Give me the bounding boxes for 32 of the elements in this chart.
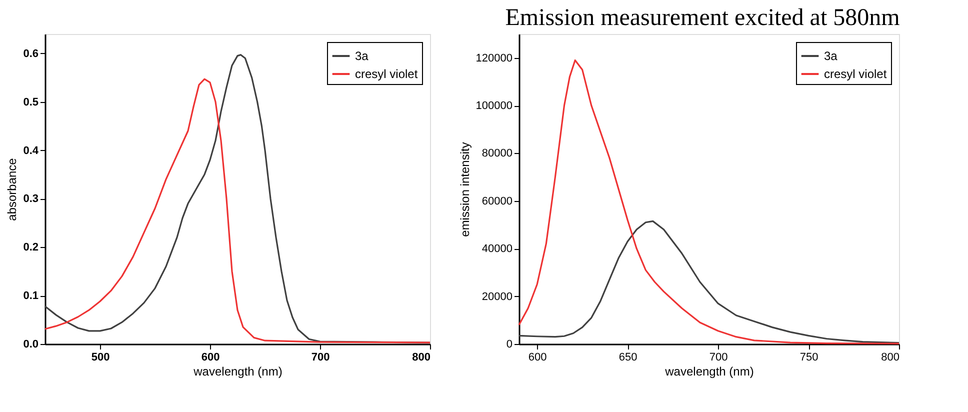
y-tick-label: 0.4	[23, 144, 40, 157]
legend-label: cresyl violet	[824, 67, 888, 81]
y-tick-label: 0.2	[23, 242, 38, 254]
y-axis-title: emission intensity	[458, 142, 472, 237]
y-tick-label: 0.3	[23, 193, 38, 206]
y-tick-label: 0.0	[23, 338, 38, 350]
y-tick-label: 0.1	[23, 290, 38, 302]
x-tick-label: 650	[618, 352, 638, 364]
y-tick-label: 0.5	[23, 96, 38, 108]
x-tick-label: 750	[800, 352, 818, 364]
x-tick-label: 700	[311, 352, 330, 364]
legend-label: 3a	[824, 49, 838, 63]
legend-label: cresyl violet	[355, 67, 418, 81]
y-tick-label: 20000	[482, 290, 512, 303]
x-axis-title: wavelength (nm)	[664, 364, 754, 378]
y-tick-label: 0.6	[23, 48, 38, 60]
x-tick-label: 500	[91, 352, 110, 364]
legend-label: 3a	[355, 49, 369, 63]
x-tick-label: 800	[412, 352, 430, 364]
x-tick-label: 700	[709, 352, 728, 364]
x-tick-label: 800	[881, 352, 900, 364]
y-tick-label: 60000	[482, 195, 512, 208]
chart-title: Emission measurement excited at 580nm	[505, 5, 900, 31]
x-axis-title: wavelength (nm)	[192, 364, 282, 378]
y-tick-label: 0	[506, 338, 512, 350]
y-tick-label: 40000	[482, 243, 512, 256]
y-tick-label: 100000	[476, 100, 512, 112]
y-tick-label: 80000	[482, 148, 512, 160]
x-tick-label: 600	[201, 352, 220, 364]
y-axis-title: absorbance	[5, 158, 20, 221]
y-tick-label: 120000	[476, 52, 512, 64]
x-tick-label: 600	[528, 352, 547, 364]
